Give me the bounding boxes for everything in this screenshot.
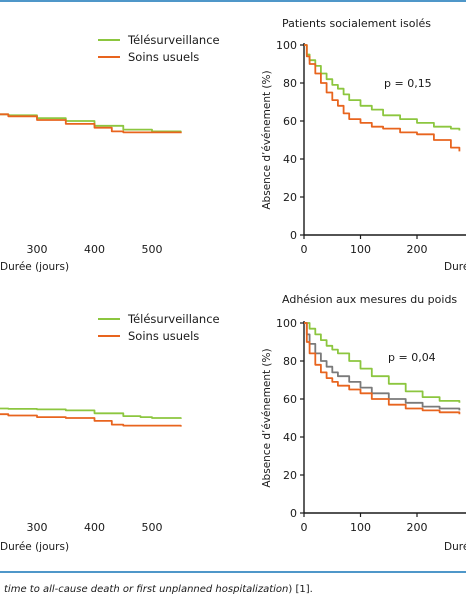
chart-panel-3: 300 400 500 Durée (jours) Télésurveillance So…: [0, 312, 220, 553]
series-group: [0, 407, 182, 427]
x-tick-label: 400: [84, 521, 105, 534]
y-tick-label: 100: [276, 39, 297, 52]
y-tick-label: 20: [283, 469, 297, 482]
x-tick-label: 100: [350, 243, 371, 256]
x-tick-label: 500: [142, 521, 163, 534]
series-line-1: [0, 113, 182, 133]
x-tick-label: 300: [27, 243, 48, 256]
legend-label: Soins usuels: [128, 329, 199, 343]
x-tick-label: 200: [407, 521, 428, 534]
caption-tail: ) [1].: [288, 584, 313, 595]
y-tick-label: 60: [283, 393, 297, 406]
legend-label: Soins usuels: [128, 50, 199, 64]
p-value-annotation: p = 0,04: [388, 351, 436, 364]
x-tick-label: 400: [84, 243, 105, 256]
series-line-2: [304, 44, 461, 152]
x-tick-label: 100: [350, 521, 371, 534]
y-tick-label: 80: [283, 355, 297, 368]
x-axis-label: Durée (jours): [0, 541, 69, 553]
y-tick-label: 60: [283, 115, 297, 128]
x-tick-label: 300: [27, 521, 48, 534]
chart-title: Patients socialement isolés: [282, 17, 431, 30]
x-tick-label: 500: [142, 243, 163, 256]
series-line-1: [304, 322, 461, 403]
series-line-1: [0, 407, 182, 419]
y-tick-label: 40: [283, 431, 297, 444]
legend-label: Télésurveillance: [127, 312, 220, 326]
series-line-2: [0, 113, 182, 134]
y-tick-label: 20: [283, 191, 297, 204]
figure-caption: time to all-cause death or first unplann…: [4, 584, 313, 595]
series-group: [0, 113, 182, 134]
y-axis-label: Absence d’événement (%): [261, 70, 273, 209]
legend-label: Télésurveillance: [127, 33, 220, 47]
y-tick-label: 100: [276, 317, 297, 330]
series-group: [304, 322, 461, 415]
chart-panel-2: 0 20 40 60 80 100 0 100 200 Durée Absence d’événem…: [261, 17, 466, 273]
x-tick-label: 200: [407, 243, 428, 256]
series-group: [304, 44, 461, 152]
x-axis-label: Durée: [444, 541, 466, 553]
caption-italic: time to all-cause death or first unplann…: [4, 584, 289, 595]
chart-title: Adhésion aux mesures du poids: [282, 293, 457, 306]
x-axis-label: Durée: [444, 261, 466, 273]
x-tick-label: 0: [301, 521, 308, 534]
p-value-annotation: p = 0,15: [384, 77, 432, 90]
chart-panel-1: 300 400 500 Durée (jours) Télésurveillance So…: [0, 33, 220, 273]
series-line-2: [0, 413, 182, 427]
y-tick-label: 40: [283, 153, 297, 166]
y-tick-label: 0: [290, 229, 297, 242]
chart-panel-4: 0 20 40 60 80 100 0 100 200 Durée Absence d’événem…: [261, 293, 466, 553]
x-axis-label: Durée (jours): [0, 261, 69, 273]
series-line-2: [304, 322, 461, 411]
series-line-3: [304, 322, 461, 415]
x-tick-label: 0: [301, 243, 308, 256]
y-tick-label: 80: [283, 77, 297, 90]
y-axis-label: Absence d’événement (%): [261, 348, 273, 487]
y-tick-label: 0: [290, 507, 297, 520]
